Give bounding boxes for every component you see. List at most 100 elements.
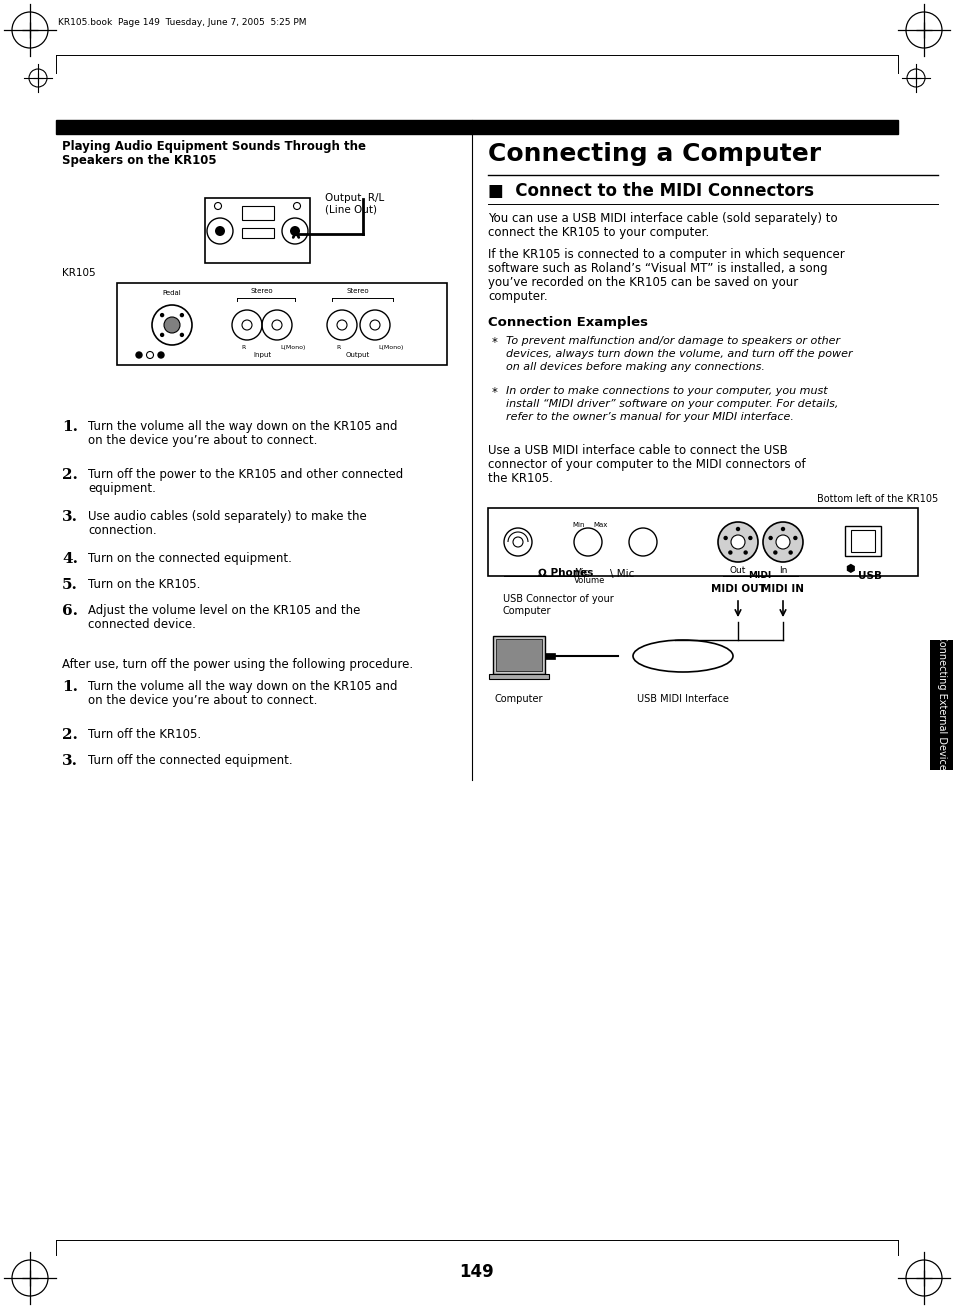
Text: Min: Min — [572, 522, 584, 528]
Text: Turn the volume all the way down on the KR105 and: Turn the volume all the way down on the … — [88, 420, 397, 433]
Text: In: In — [778, 566, 786, 576]
Text: Turn on the connected equipment.: Turn on the connected equipment. — [88, 552, 292, 565]
Circle shape — [136, 352, 142, 358]
Text: Use a USB MIDI interface cable to connect the USB: Use a USB MIDI interface cable to connec… — [488, 443, 787, 456]
Text: 6.: 6. — [62, 604, 78, 617]
Text: 2.: 2. — [62, 729, 78, 742]
Circle shape — [775, 535, 789, 549]
Text: Ω Phones: Ω Phones — [537, 568, 593, 578]
Text: Stereo: Stereo — [251, 288, 273, 294]
Bar — [850, 530, 874, 552]
Text: Connection Examples: Connection Examples — [488, 317, 647, 330]
Text: Bottom left of the KR105: Bottom left of the KR105 — [816, 494, 937, 504]
Text: MIDI IN: MIDI IN — [760, 583, 803, 594]
Circle shape — [180, 314, 183, 317]
Text: Computer: Computer — [502, 606, 551, 616]
Text: Turn the volume all the way down on the KR105 and: Turn the volume all the way down on the … — [88, 680, 397, 693]
Text: Connecting a Computer: Connecting a Computer — [488, 143, 821, 166]
Text: devices, always turn down the volume, and turn off the power: devices, always turn down the volume, an… — [505, 349, 852, 358]
Text: R: R — [336, 345, 341, 351]
Bar — [56, 120, 897, 133]
Text: 4.: 4. — [62, 552, 78, 566]
Text: connect the KR105 to your computer.: connect the KR105 to your computer. — [488, 226, 708, 239]
Text: R: R — [242, 345, 246, 351]
Text: KR105.book  Page 149  Tuesday, June 7, 2005  5:25 PM: KR105.book Page 149 Tuesday, June 7, 200… — [58, 18, 306, 27]
Circle shape — [736, 527, 739, 531]
Circle shape — [793, 536, 796, 539]
Text: on all devices before making any connections.: on all devices before making any connect… — [505, 362, 764, 371]
Text: software such as Roland’s “Visual MT” is installed, a song: software such as Roland’s “Visual MT” is… — [488, 262, 827, 275]
Text: Turn off the KR105.: Turn off the KR105. — [88, 729, 201, 742]
Text: connector of your computer to the MIDI connectors of: connector of your computer to the MIDI c… — [488, 458, 804, 471]
Text: Output: Output — [346, 352, 370, 358]
Text: 1.: 1. — [62, 420, 78, 434]
Text: Turn off the power to the KR105 and other connected: Turn off the power to the KR105 and othe… — [88, 468, 403, 481]
Text: (Line Out): (Line Out) — [325, 205, 376, 215]
Text: connection.: connection. — [88, 525, 156, 538]
Text: After use, turn off the power using the following procedure.: After use, turn off the power using the … — [62, 658, 413, 671]
Circle shape — [282, 218, 308, 245]
Text: If the KR105 is connected to a computer in which sequencer: If the KR105 is connected to a computer … — [488, 249, 843, 262]
Text: \ Mic: \ Mic — [609, 569, 634, 579]
Text: Use audio cables (sold separately) to make the: Use audio cables (sold separately) to ma… — [88, 510, 366, 523]
Text: MIDI: MIDI — [747, 572, 771, 579]
Text: To prevent malfunction and/or damage to speakers or other: To prevent malfunction and/or damage to … — [505, 336, 840, 347]
Text: on the device you’re about to connect.: on the device you’re about to connect. — [88, 434, 317, 447]
Circle shape — [214, 226, 225, 235]
Text: 1.: 1. — [62, 680, 78, 695]
Text: refer to the owner’s manual for your MIDI interface.: refer to the owner’s manual for your MID… — [505, 412, 793, 422]
Circle shape — [730, 535, 744, 549]
Circle shape — [160, 314, 163, 317]
Text: In order to make connections to your computer, you must: In order to make connections to your com… — [505, 386, 827, 396]
Bar — [489, 674, 548, 679]
Bar — [844, 526, 880, 556]
Text: you’ve recorded on the KR105 can be saved on your: you’ve recorded on the KR105 can be save… — [488, 276, 798, 289]
Text: 3.: 3. — [62, 510, 78, 525]
Bar — [205, 198, 310, 263]
Bar — [493, 636, 544, 674]
Text: Input: Input — [253, 352, 271, 358]
Text: ■  Connect to the MIDI Connectors: ■ Connect to the MIDI Connectors — [488, 182, 813, 200]
Text: equipment.: equipment. — [88, 483, 155, 494]
Bar — [242, 228, 274, 238]
Circle shape — [180, 334, 183, 336]
Text: You can use a USB MIDI interface cable (sold separately) to: You can use a USB MIDI interface cable (… — [488, 212, 837, 225]
Text: Turn off the connected equipment.: Turn off the connected equipment. — [88, 753, 293, 766]
Text: Max: Max — [593, 522, 607, 528]
Text: computer.: computer. — [488, 290, 547, 303]
Bar — [117, 283, 447, 365]
Circle shape — [164, 317, 180, 334]
Text: on the device you’re about to connect.: on the device you’re about to connect. — [88, 695, 317, 708]
Bar — [929, 640, 953, 770]
Bar — [544, 653, 555, 659]
Circle shape — [728, 551, 731, 555]
Text: Stereo: Stereo — [346, 288, 369, 294]
Text: Output  R/L: Output R/L — [325, 194, 384, 203]
Circle shape — [160, 334, 163, 336]
Circle shape — [743, 551, 746, 555]
Text: Volume: Volume — [574, 576, 605, 585]
Text: 2.: 2. — [62, 468, 78, 483]
Text: connected device.: connected device. — [88, 617, 195, 630]
Text: Connecting External Devices: Connecting External Devices — [936, 634, 946, 776]
Circle shape — [290, 226, 299, 235]
Text: 3.: 3. — [62, 753, 78, 768]
Circle shape — [723, 536, 726, 539]
Circle shape — [788, 551, 791, 555]
Text: USB: USB — [857, 572, 882, 581]
Circle shape — [207, 218, 233, 245]
Text: 149: 149 — [459, 1264, 494, 1281]
Circle shape — [748, 536, 751, 539]
Circle shape — [781, 527, 783, 531]
Text: L(Mono): L(Mono) — [377, 345, 403, 351]
Text: *: * — [492, 386, 497, 399]
Bar — [496, 640, 541, 671]
Text: Pedal: Pedal — [162, 290, 181, 296]
Text: Turn on the KR105.: Turn on the KR105. — [88, 578, 200, 591]
Text: Speakers on the KR105: Speakers on the KR105 — [62, 154, 216, 167]
Circle shape — [768, 536, 771, 539]
Text: USB Connector of your: USB Connector of your — [502, 594, 613, 604]
Text: Mic: Mic — [574, 568, 588, 577]
Ellipse shape — [633, 640, 732, 672]
Text: Playing Audio Equipment Sounds Through the: Playing Audio Equipment Sounds Through t… — [62, 140, 366, 153]
